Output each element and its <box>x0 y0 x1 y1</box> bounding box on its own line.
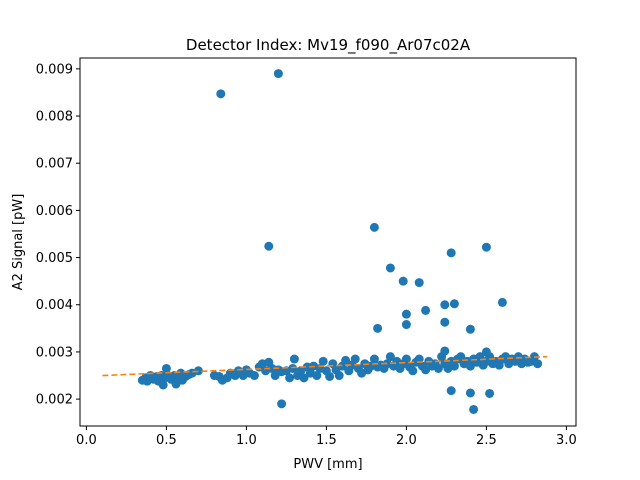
data-point-135 <box>421 305 431 315</box>
data-point-10 <box>161 363 171 373</box>
x-tick-label: 2.0 <box>396 433 417 448</box>
data-point-21 <box>193 366 203 376</box>
data-point-89 <box>433 363 443 373</box>
data-point-63 <box>350 354 360 364</box>
x-tick-label: 0.0 <box>76 433 97 448</box>
y-axis-label: A2 Signal [pW] <box>11 194 26 291</box>
data-point-129 <box>446 248 456 258</box>
data-point-81 <box>408 366 418 376</box>
data-point-79 <box>401 354 411 364</box>
data-point-140 <box>440 346 450 356</box>
data-point-43 <box>288 363 298 373</box>
data-point-32 <box>249 371 259 381</box>
y-tick-label: 0.009 <box>36 62 73 77</box>
y-tick-label: 0.002 <box>36 393 73 408</box>
data-point-60 <box>341 355 351 365</box>
data-point-130 <box>481 242 491 252</box>
axes-frame <box>79 57 577 427</box>
data-point-96 <box>456 352 466 362</box>
data-point-134 <box>401 309 411 319</box>
data-point-144 <box>465 388 475 398</box>
x-tick-label: 1.5 <box>316 433 337 448</box>
data-point-126 <box>385 263 395 273</box>
chart-title: Detector Index: Mv19_f090_Ar07c02A <box>186 36 471 55</box>
x-axis-label: PWV [mm] <box>293 457 362 472</box>
y-axis: 0.002 0.003 0.004 0.005 0.006 0.007 0.008 0.009 <box>36 62 80 408</box>
x-tick-label: 0.5 <box>156 433 177 448</box>
data-point-74 <box>385 352 395 362</box>
x-axis: 0.0 0.5 1.0 1.5 2.0 2.5 3.0 <box>76 426 577 448</box>
plot-area <box>102 69 548 414</box>
data-point-122 <box>273 69 283 79</box>
data-point-58 <box>334 371 344 381</box>
data-point-121 <box>216 89 226 99</box>
data-point-128 <box>414 278 424 288</box>
x-tick-label: 1.0 <box>236 433 257 448</box>
x-tick-label: 3.0 <box>556 433 577 448</box>
data-point-44 <box>289 354 299 364</box>
y-tick-label: 0.008 <box>36 110 73 125</box>
data-point-145 <box>469 404 479 414</box>
y-tick-label: 0.003 <box>36 345 73 360</box>
data-point-131 <box>440 300 450 310</box>
y-tick-label: 0.006 <box>36 204 73 219</box>
data-point-125 <box>277 399 287 409</box>
data-point-141 <box>481 347 491 357</box>
data-point-47 <box>299 373 309 383</box>
data-point-136 <box>373 323 383 333</box>
data-point-138 <box>440 317 450 327</box>
data-point-123 <box>264 241 274 251</box>
data-point-120 <box>533 359 543 369</box>
data-point-137 <box>401 320 411 330</box>
data-point-53 <box>318 356 328 366</box>
data-point-143 <box>485 388 495 398</box>
data-point-133 <box>497 297 507 307</box>
data-point-51 <box>312 371 322 381</box>
data-point-142 <box>446 386 456 396</box>
y-tick-label: 0.005 <box>36 251 73 266</box>
y-tick-label: 0.004 <box>36 298 73 313</box>
data-point-139 <box>465 324 475 334</box>
fit-line <box>102 355 548 377</box>
data-point-132 <box>449 299 459 309</box>
data-point-127 <box>398 276 408 286</box>
data-point-124 <box>369 222 379 232</box>
data-point-94 <box>449 361 459 371</box>
x-tick-label: 2.5 <box>476 433 497 448</box>
data-point-42 <box>285 373 295 383</box>
data-point-8 <box>158 380 168 390</box>
data-point-69 <box>369 354 379 364</box>
data-point-55 <box>325 371 335 381</box>
y-tick-label: 0.007 <box>36 157 73 172</box>
